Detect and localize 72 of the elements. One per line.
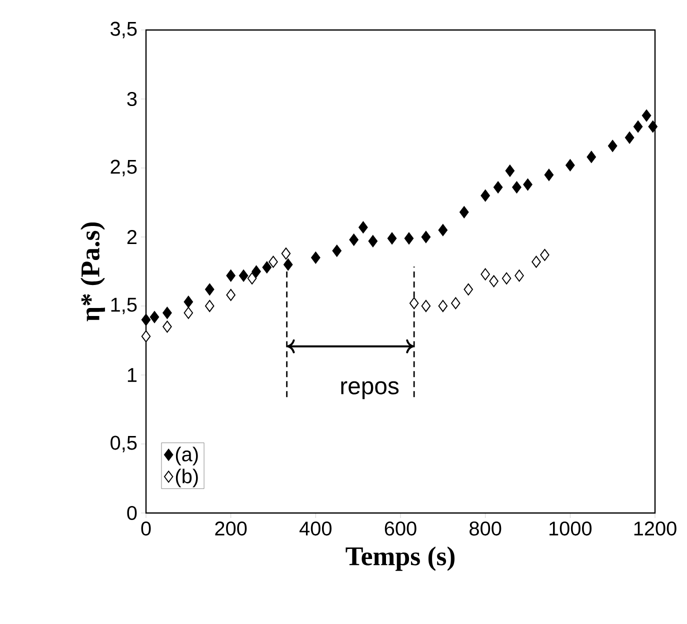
point [512, 181, 522, 194]
point [226, 288, 236, 301]
point [540, 248, 550, 261]
point [489, 275, 498, 288]
point [247, 272, 257, 284]
point [141, 314, 151, 326]
point [505, 164, 515, 177]
point [283, 258, 293, 271]
point [404, 232, 414, 244]
point [421, 300, 431, 312]
point [141, 330, 151, 342]
point [633, 120, 643, 133]
point [493, 181, 503, 194]
point [523, 178, 532, 191]
point [451, 297, 460, 310]
point [368, 235, 378, 248]
point [514, 270, 524, 282]
point [184, 296, 194, 308]
point [281, 248, 291, 260]
point [268, 256, 278, 268]
point [205, 283, 214, 296]
point [150, 311, 160, 324]
x-tick-label: 800 [470, 522, 502, 536]
point [642, 110, 652, 122]
y-tick-label: 3,5 [110, 22, 137, 38]
legend-label: (b) [176, 468, 198, 488]
y-tick-label: 3 [127, 92, 137, 106]
x-tick-label: 600 [384, 522, 416, 536]
point [460, 206, 469, 218]
point [358, 221, 368, 234]
point [464, 283, 473, 296]
point [566, 159, 575, 172]
point [421, 230, 431, 243]
point [162, 320, 172, 333]
annotation: repos [341, 381, 399, 400]
point [409, 297, 419, 310]
legend-label: (a) [176, 446, 198, 466]
point [532, 256, 541, 268]
point [438, 224, 448, 236]
point [480, 190, 490, 202]
x-axis-title: Temps (s) [346, 546, 454, 571]
point [387, 232, 397, 244]
x-tick-label: 1200 [634, 522, 676, 536]
y-tick-label: 0 [127, 506, 137, 520]
point [544, 168, 554, 181]
point [205, 300, 214, 312]
point [438, 300, 448, 312]
x-tick-label: 1000 [550, 522, 592, 536]
point [608, 140, 618, 152]
point [252, 265, 261, 278]
point [226, 270, 236, 282]
point [480, 268, 490, 280]
point [502, 272, 512, 284]
point [586, 150, 596, 163]
y-axis-title: η* (Pa.s) [80, 222, 105, 322]
point [648, 120, 658, 133]
y-tick-label: 0,5 [110, 436, 137, 452]
x-tick-label: 400 [300, 522, 332, 536]
y-tick-label: 1 [128, 368, 137, 382]
x-tick-label: 200 [215, 522, 247, 536]
y-tick-label: 1,5 [111, 298, 137, 314]
point [311, 252, 320, 264]
x-tick-label: 0 [141, 522, 151, 536]
point [624, 132, 634, 144]
point [162, 306, 172, 319]
point [332, 244, 342, 257]
point [349, 234, 358, 246]
point [238, 270, 248, 282]
point [262, 261, 272, 274]
y-tick-label: 2 [127, 230, 136, 244]
point [184, 306, 194, 319]
y-tick-label: 2,5 [110, 160, 137, 176]
